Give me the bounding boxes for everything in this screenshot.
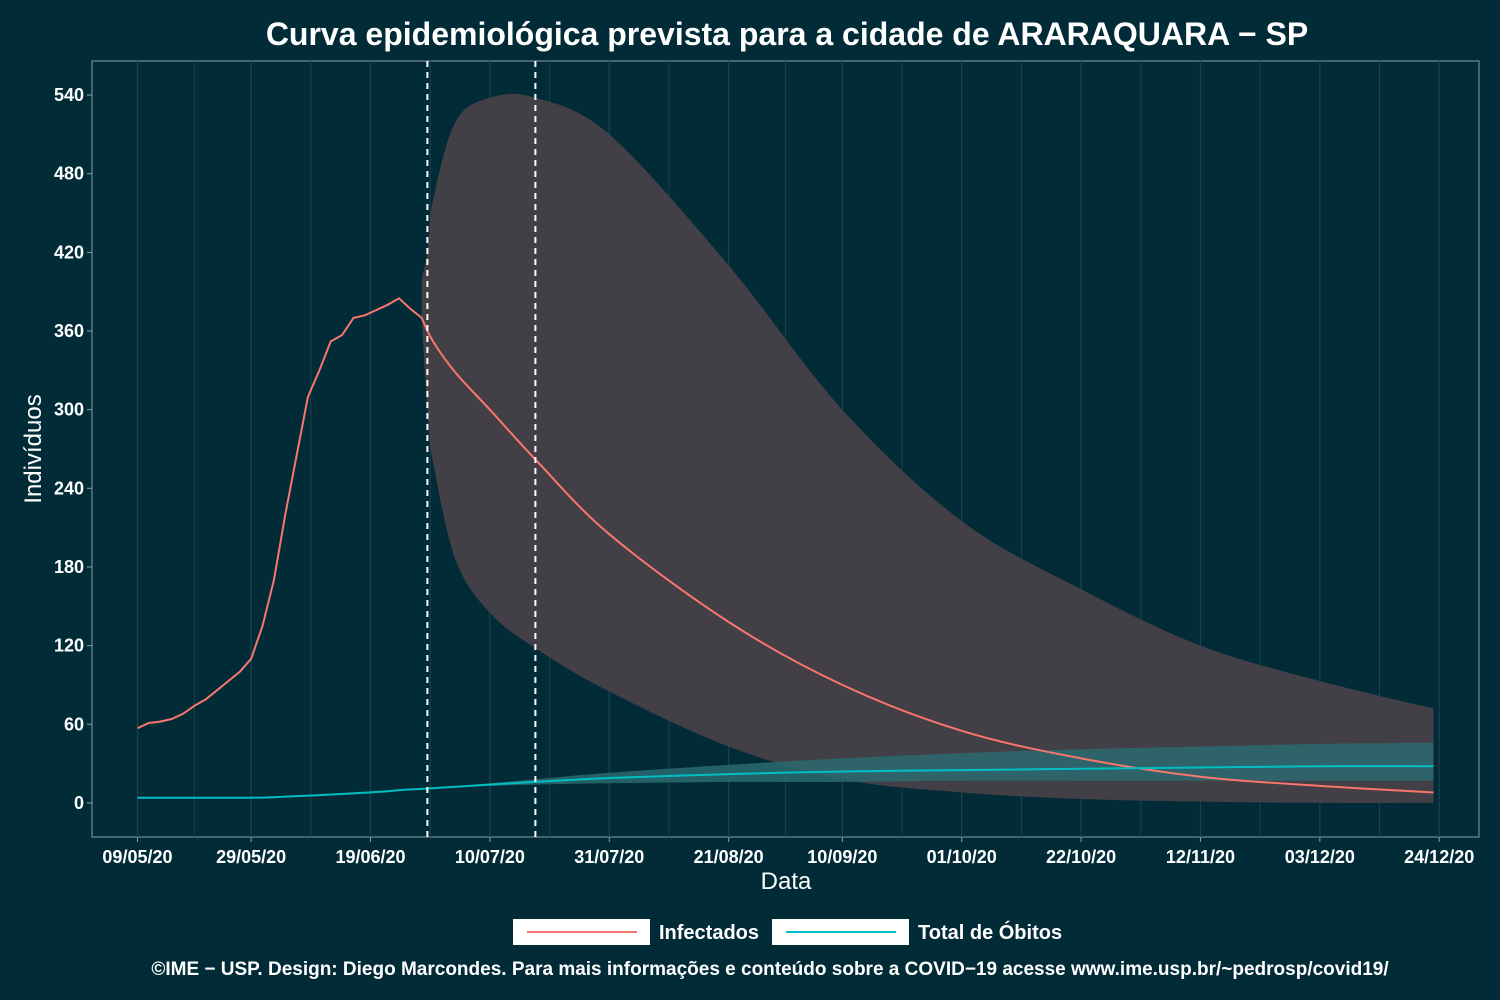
legend-label-infectados: Infectados [659, 922, 759, 944]
x-tick-label: 31/07/20 [574, 847, 644, 867]
y-tick-label: 300 [54, 400, 84, 420]
obitos-band [427, 742, 1434, 789]
obitos-line [137, 765, 1434, 799]
y-tick-label: 540 [54, 85, 84, 105]
y-tick-label: 120 [54, 636, 84, 656]
x-tick-label: 01/10/20 [927, 847, 997, 867]
x-tick-label: 10/09/20 [807, 847, 877, 867]
x-tick-label: 12/11/20 [1166, 847, 1235, 867]
legend-label-obitos: Total de Óbitos [918, 920, 1062, 944]
x-tick-label: 24/12/20 [1404, 847, 1474, 867]
y-tick-label: 60 [64, 714, 84, 734]
x-tick-label: 22/10/20 [1046, 847, 1116, 867]
y-tick-label: 180 [54, 557, 84, 577]
x-axis-title: Data [761, 868, 812, 895]
y-tick-label: 480 [54, 164, 84, 184]
y-axis-ticks: 0 60 120 180 240 300 360 420 480 540 [54, 85, 92, 813]
y-tick-label: 420 [54, 242, 84, 262]
infectados-band [421, 93, 1434, 803]
chart-title: Curva epidemiológica prevista para a cid… [266, 16, 1308, 52]
series-lines [137, 297, 1434, 799]
reference-lines [426, 61, 537, 837]
x-tick-label: 03/12/20 [1285, 847, 1355, 867]
legend: Infectados Total de Óbitos [513, 919, 1062, 945]
x-tick-label: 21/08/20 [694, 847, 764, 867]
caption: ©IME − USP. Design: Diego Marcondes. Par… [151, 959, 1389, 980]
confidence-bands [421, 93, 1434, 803]
y-axis-title: Indivíduos [20, 394, 47, 503]
x-axis-ticks: 09/05/20 29/05/20 19/06/20 10/07/20 31/07/20… [102, 837, 1474, 867]
x-tick-label: 09/05/20 [102, 847, 172, 867]
y-tick-label: 240 [54, 478, 84, 498]
y-tick-label: 0 [74, 793, 84, 813]
y-tick-label: 360 [54, 321, 84, 341]
x-tick-label: 19/06/20 [335, 847, 405, 867]
infectados-line [137, 297, 1434, 794]
x-tick-label: 29/05/20 [216, 847, 286, 867]
x-tick-label: 10/07/20 [455, 847, 525, 867]
